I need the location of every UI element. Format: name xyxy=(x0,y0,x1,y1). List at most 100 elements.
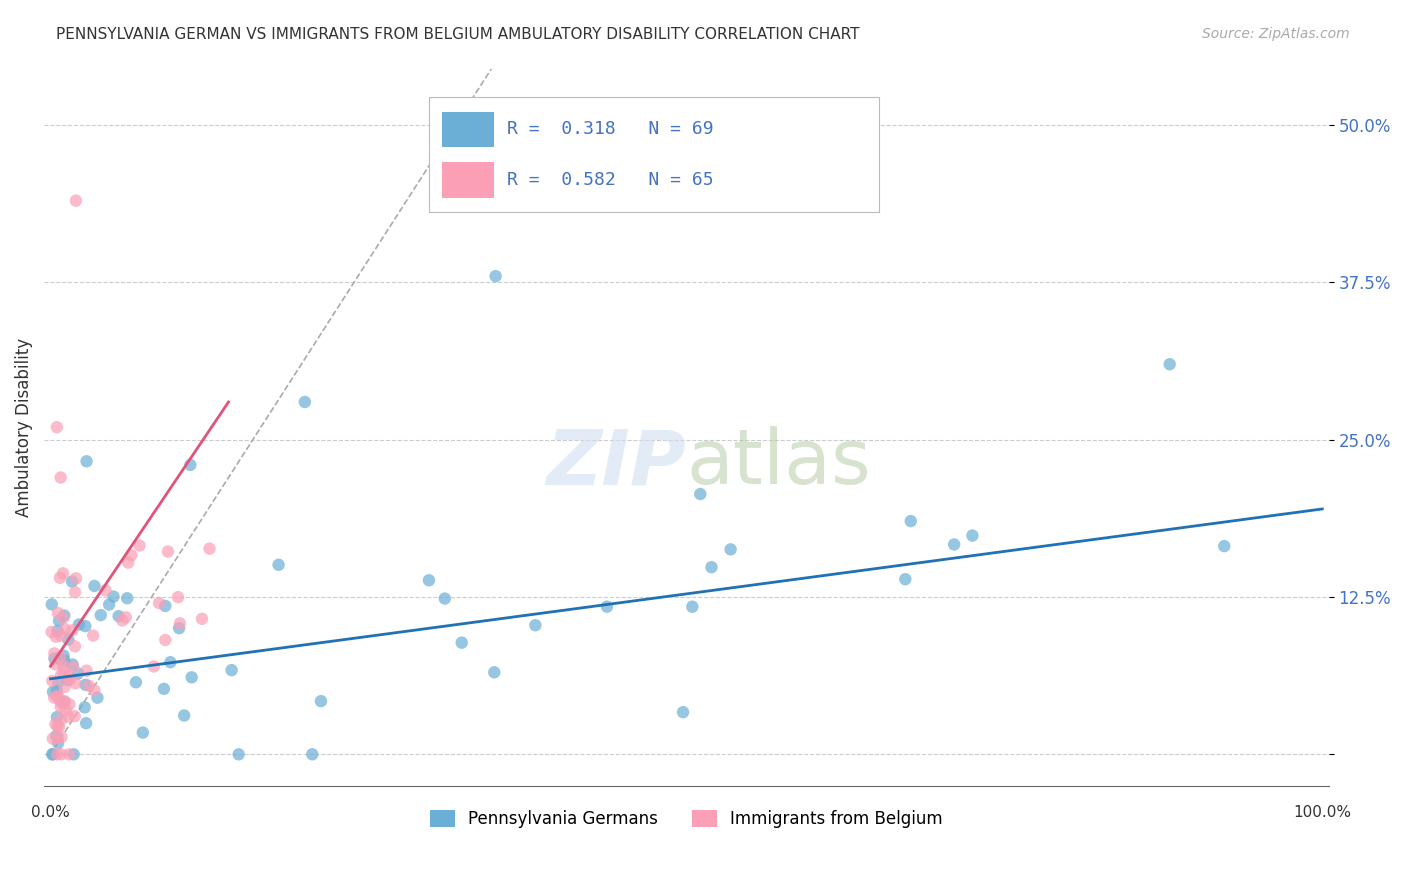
Immigrants from Belgium xyxy=(117,556,139,570)
Immigrants from Belgium xyxy=(53,622,76,636)
Pennsylvania Germans xyxy=(75,619,97,633)
Immigrants from Belgium xyxy=(41,624,63,639)
Immigrants from Belgium xyxy=(45,690,67,704)
Y-axis label: Ambulatory Disability: Ambulatory Disability xyxy=(15,337,32,516)
Pennsylvania Germans xyxy=(179,458,201,472)
FancyBboxPatch shape xyxy=(443,161,494,198)
Immigrants from Belgium xyxy=(65,676,87,690)
Immigrants from Belgium xyxy=(58,747,80,762)
Immigrants from Belgium xyxy=(120,549,142,563)
Immigrants from Belgium xyxy=(52,665,75,680)
Immigrants from Belgium xyxy=(51,730,73,744)
Pennsylvania Germans xyxy=(66,666,89,681)
Immigrants from Belgium xyxy=(49,696,72,710)
Immigrants from Belgium xyxy=(62,660,84,674)
Immigrants from Belgium xyxy=(59,673,82,687)
Immigrants from Belgium xyxy=(52,566,75,581)
Immigrants from Belgium xyxy=(44,717,66,731)
Immigrants from Belgium xyxy=(169,616,191,631)
Pennsylvania Germans xyxy=(52,695,75,709)
Pennsylvania Germans xyxy=(596,599,619,614)
Text: 0.0%: 0.0% xyxy=(31,805,70,820)
Immigrants from Belgium xyxy=(42,731,65,746)
Immigrants from Belgium xyxy=(82,629,104,643)
Pennsylvania Germans xyxy=(45,684,67,698)
Pennsylvania Germans xyxy=(450,635,472,649)
Immigrants from Belgium xyxy=(51,747,73,762)
Immigrants from Belgium xyxy=(51,713,73,727)
Immigrants from Belgium xyxy=(111,614,134,628)
Pennsylvania Germans xyxy=(73,700,96,714)
Legend: Pennsylvania Germans, Immigrants from Belgium: Pennsylvania Germans, Immigrants from Be… xyxy=(423,804,949,835)
Pennsylvania Germans xyxy=(76,454,98,468)
Immigrants from Belgium xyxy=(46,719,69,733)
Pennsylvania Germans xyxy=(86,690,108,705)
Pennsylvania Germans xyxy=(75,678,97,692)
Immigrants from Belgium xyxy=(167,590,190,604)
Pennsylvania Germans xyxy=(41,747,63,762)
Text: R =  0.318   N = 69: R = 0.318 N = 69 xyxy=(506,120,713,138)
Pennsylvania Germans xyxy=(173,708,195,723)
Immigrants from Belgium xyxy=(48,720,70,734)
Immigrants from Belgium xyxy=(63,709,86,723)
Immigrants from Belgium xyxy=(48,690,70,704)
Pennsylvania Germans xyxy=(132,725,155,739)
Text: ZIP: ZIP xyxy=(547,426,686,500)
Immigrants from Belgium xyxy=(83,683,105,698)
Pennsylvania Germans xyxy=(42,685,65,699)
Immigrants from Belgium xyxy=(63,585,86,599)
Immigrants from Belgium xyxy=(65,571,87,585)
Text: PENNSYLVANIA GERMAN VS IMMIGRANTS FROM BELGIUM AMBULATORY DISABILITY CORRELATION: PENNSYLVANIA GERMAN VS IMMIGRANTS FROM B… xyxy=(56,27,859,42)
Immigrants from Belgium xyxy=(52,658,75,673)
Pennsylvania Germans xyxy=(52,648,75,663)
Pennsylvania Germans xyxy=(103,590,125,604)
Immigrants from Belgium xyxy=(49,629,72,643)
Pennsylvania Germans xyxy=(62,747,84,762)
Immigrants from Belgium xyxy=(191,612,214,626)
Immigrants from Belgium xyxy=(46,731,69,746)
Immigrants from Belgium xyxy=(53,694,76,708)
Immigrants from Belgium xyxy=(45,420,67,434)
Pennsylvania Germans xyxy=(75,716,97,731)
Pennsylvania Germans xyxy=(46,675,69,690)
Pennsylvania Germans xyxy=(56,673,79,687)
Immigrants from Belgium xyxy=(77,679,100,693)
Pennsylvania Germans xyxy=(159,655,181,669)
Pennsylvania Germans xyxy=(700,560,723,574)
Pennsylvania Germans xyxy=(900,514,922,528)
Immigrants from Belgium xyxy=(156,544,179,558)
Immigrants from Belgium xyxy=(58,698,80,712)
Immigrants from Belgium xyxy=(49,699,72,714)
Immigrants from Belgium xyxy=(52,610,75,624)
Immigrants from Belgium xyxy=(49,668,72,682)
Pennsylvania Germans xyxy=(418,574,440,588)
Text: Source: ZipAtlas.com: Source: ZipAtlas.com xyxy=(1202,27,1350,41)
Pennsylvania Germans xyxy=(1213,539,1236,553)
Immigrants from Belgium xyxy=(46,606,69,620)
Immigrants from Belgium xyxy=(49,470,72,484)
Pennsylvania Germans xyxy=(301,747,323,762)
Immigrants from Belgium xyxy=(49,650,72,665)
Pennsylvania Germans xyxy=(689,487,711,501)
Pennsylvania Germans xyxy=(267,558,290,572)
Immigrants from Belgium xyxy=(94,583,117,598)
Pennsylvania Germans xyxy=(524,618,547,632)
Pennsylvania Germans xyxy=(58,632,80,647)
Immigrants from Belgium xyxy=(41,673,63,688)
FancyBboxPatch shape xyxy=(443,112,494,147)
Immigrants from Belgium xyxy=(198,541,221,556)
Pennsylvania Germans xyxy=(62,657,84,672)
Text: 100.0%: 100.0% xyxy=(1294,805,1351,820)
Immigrants from Belgium xyxy=(49,571,72,585)
Immigrants from Belgium xyxy=(62,624,84,638)
Pennsylvania Germans xyxy=(125,675,148,690)
Pennsylvania Germans xyxy=(155,599,177,613)
Immigrants from Belgium xyxy=(148,596,170,610)
Pennsylvania Germans xyxy=(221,663,243,677)
Pennsylvania Germans xyxy=(46,736,69,750)
Immigrants from Belgium xyxy=(44,690,66,705)
Pennsylvania Germans xyxy=(41,598,63,612)
Pennsylvania Germans xyxy=(53,654,76,668)
Pennsylvania Germans xyxy=(45,710,67,724)
Pennsylvania Germans xyxy=(228,747,250,762)
